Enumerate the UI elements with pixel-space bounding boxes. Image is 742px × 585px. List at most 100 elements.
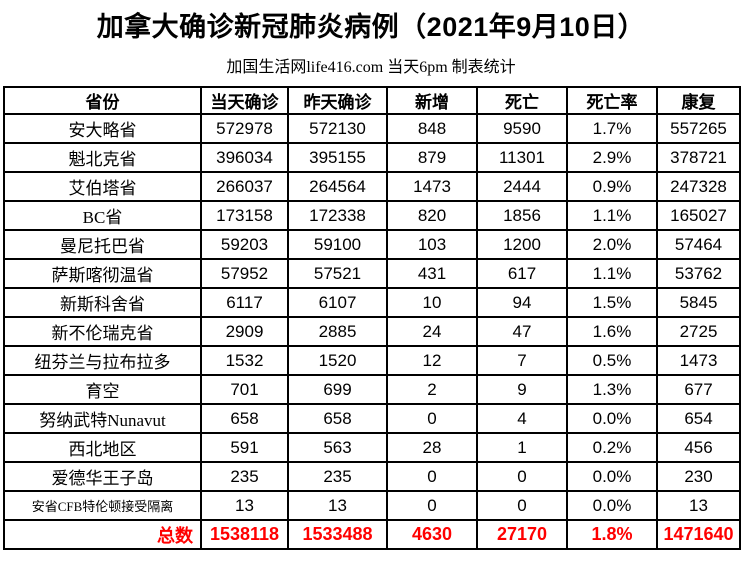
cell-deaths: 9590 [476, 113, 568, 144]
table-row: 艾伯塔省 266037 264564 1473 2444 0.9% 247328 [3, 171, 741, 202]
total-death-rate: 1.8% [566, 519, 658, 550]
header-row: 省份 当天确诊 昨天确诊 新增 死亡 死亡率 康复 [3, 86, 741, 115]
cell-deaths: 11301 [476, 142, 568, 173]
total-today: 1538118 [200, 519, 289, 550]
column-header-recovered: 康复 [656, 86, 741, 115]
cell-today: 235 [200, 461, 289, 492]
cell-province: 爱德华王子岛 [3, 461, 202, 492]
cell-death-rate: 1.3% [566, 374, 658, 405]
cell-yesterday: 2885 [287, 316, 388, 347]
table-row: BC省 173158 172338 820 1856 1.1% 165027 [3, 200, 741, 231]
cell-province: 曼尼托巴省 [3, 229, 202, 260]
cell-yesterday: 57521 [287, 258, 388, 289]
cell-yesterday: 235 [287, 461, 388, 492]
cell-deaths: 7 [476, 345, 568, 376]
cell-deaths: 1200 [476, 229, 568, 260]
cell-today: 396034 [200, 142, 289, 173]
cell-recovered: 230 [656, 461, 741, 492]
cell-today: 173158 [200, 200, 289, 231]
cell-deaths: 1856 [476, 200, 568, 231]
cell-yesterday: 172338 [287, 200, 388, 231]
cell-death-rate: 1.7% [566, 113, 658, 144]
table-row: 萨斯喀彻温省 57952 57521 431 617 1.1% 53762 [3, 258, 741, 289]
total-row: 总数 1538118 1533488 4630 27170 1.8% 14716… [3, 519, 741, 550]
cell-death-rate: 0.0% [566, 490, 658, 521]
cell-new: 24 [386, 316, 478, 347]
cell-today: 266037 [200, 171, 289, 202]
table-row: 纽芬兰与拉布拉多 1532 1520 12 7 0.5% 1473 [3, 345, 741, 376]
covid-stats-table: 省份 当天确诊 昨天确诊 新增 死亡 死亡率 康复 安大略省 572978 57… [3, 86, 741, 550]
table-row: 新不伦瑞克省 2909 2885 24 47 1.6% 2725 [3, 316, 741, 347]
cell-province: BC省 [3, 200, 202, 231]
cell-death-rate: 2.9% [566, 142, 658, 173]
cell-recovered: 13 [656, 490, 741, 521]
cell-today: 59203 [200, 229, 289, 260]
cell-province: 新不伦瑞克省 [3, 316, 202, 347]
cell-deaths: 2444 [476, 171, 568, 202]
cell-deaths: 0 [476, 461, 568, 492]
cell-death-rate: 0.0% [566, 403, 658, 434]
cell-death-rate: 1.1% [566, 200, 658, 231]
cell-new: 28 [386, 432, 478, 463]
page-title: 加拿大确诊新冠肺炎病例（2021年9月10日） [96, 12, 646, 42]
cell-recovered: 5845 [656, 287, 741, 318]
cell-death-rate: 2.0% [566, 229, 658, 260]
cell-yesterday: 13 [287, 490, 388, 521]
table-row: 安省CFB特伦顿接受隔离 13 13 0 0 0.0% 13 [3, 490, 741, 521]
column-header-deaths: 死亡 [476, 86, 568, 115]
cell-death-rate: 0.2% [566, 432, 658, 463]
cell-death-rate: 0.0% [566, 461, 658, 492]
column-header-yesterday: 昨天确诊 [287, 86, 388, 115]
cell-new: 0 [386, 403, 478, 434]
cell-recovered: 378721 [656, 142, 741, 173]
total-label: 总数 [3, 519, 202, 550]
total-new: 4630 [386, 519, 478, 550]
cell-deaths: 4 [476, 403, 568, 434]
cell-yesterday: 658 [287, 403, 388, 434]
cell-new: 2 [386, 374, 478, 405]
table-row: 西北地区 591 563 28 1 0.2% 456 [3, 432, 741, 463]
cell-deaths: 94 [476, 287, 568, 318]
column-header-province: 省份 [3, 86, 202, 115]
cell-today: 57952 [200, 258, 289, 289]
cell-province: 萨斯喀彻温省 [3, 258, 202, 289]
cell-new: 10 [386, 287, 478, 318]
cell-today: 591 [200, 432, 289, 463]
cell-new: 431 [386, 258, 478, 289]
cell-today: 658 [200, 403, 289, 434]
cell-new: 0 [386, 490, 478, 521]
cell-province: 艾伯塔省 [3, 171, 202, 202]
cell-yesterday: 699 [287, 374, 388, 405]
cell-new: 103 [386, 229, 478, 260]
cell-province: 魁北克省 [3, 142, 202, 173]
table-row: 曼尼托巴省 59203 59100 103 1200 2.0% 57464 [3, 229, 741, 260]
column-header-today: 当天确诊 [200, 86, 289, 115]
cell-recovered: 53762 [656, 258, 741, 289]
cell-new: 848 [386, 113, 478, 144]
cell-new: 879 [386, 142, 478, 173]
table-row: 安大略省 572978 572130 848 9590 1.7% 557265 [3, 113, 741, 144]
cell-recovered: 557265 [656, 113, 741, 144]
cell-province: 育空 [3, 374, 202, 405]
table-row: 新斯科舍省 6117 6107 10 94 1.5% 5845 [3, 287, 741, 318]
cell-today: 2909 [200, 316, 289, 347]
cell-today: 6117 [200, 287, 289, 318]
cell-yesterday: 1520 [287, 345, 388, 376]
cell-today: 701 [200, 374, 289, 405]
cell-deaths: 0 [476, 490, 568, 521]
cell-yesterday: 563 [287, 432, 388, 463]
cell-death-rate: 0.5% [566, 345, 658, 376]
cell-recovered: 165027 [656, 200, 741, 231]
cell-yesterday: 59100 [287, 229, 388, 260]
cell-death-rate: 0.9% [566, 171, 658, 202]
cell-recovered: 654 [656, 403, 741, 434]
cell-new: 0 [386, 461, 478, 492]
cell-new: 12 [386, 345, 478, 376]
cell-today: 572978 [200, 113, 289, 144]
total-recovered: 1471640 [656, 519, 741, 550]
cell-death-rate: 1.6% [566, 316, 658, 347]
cell-deaths: 47 [476, 316, 568, 347]
table-row: 育空 701 699 2 9 1.3% 677 [3, 374, 741, 405]
cell-new: 1473 [386, 171, 478, 202]
cell-recovered: 456 [656, 432, 741, 463]
